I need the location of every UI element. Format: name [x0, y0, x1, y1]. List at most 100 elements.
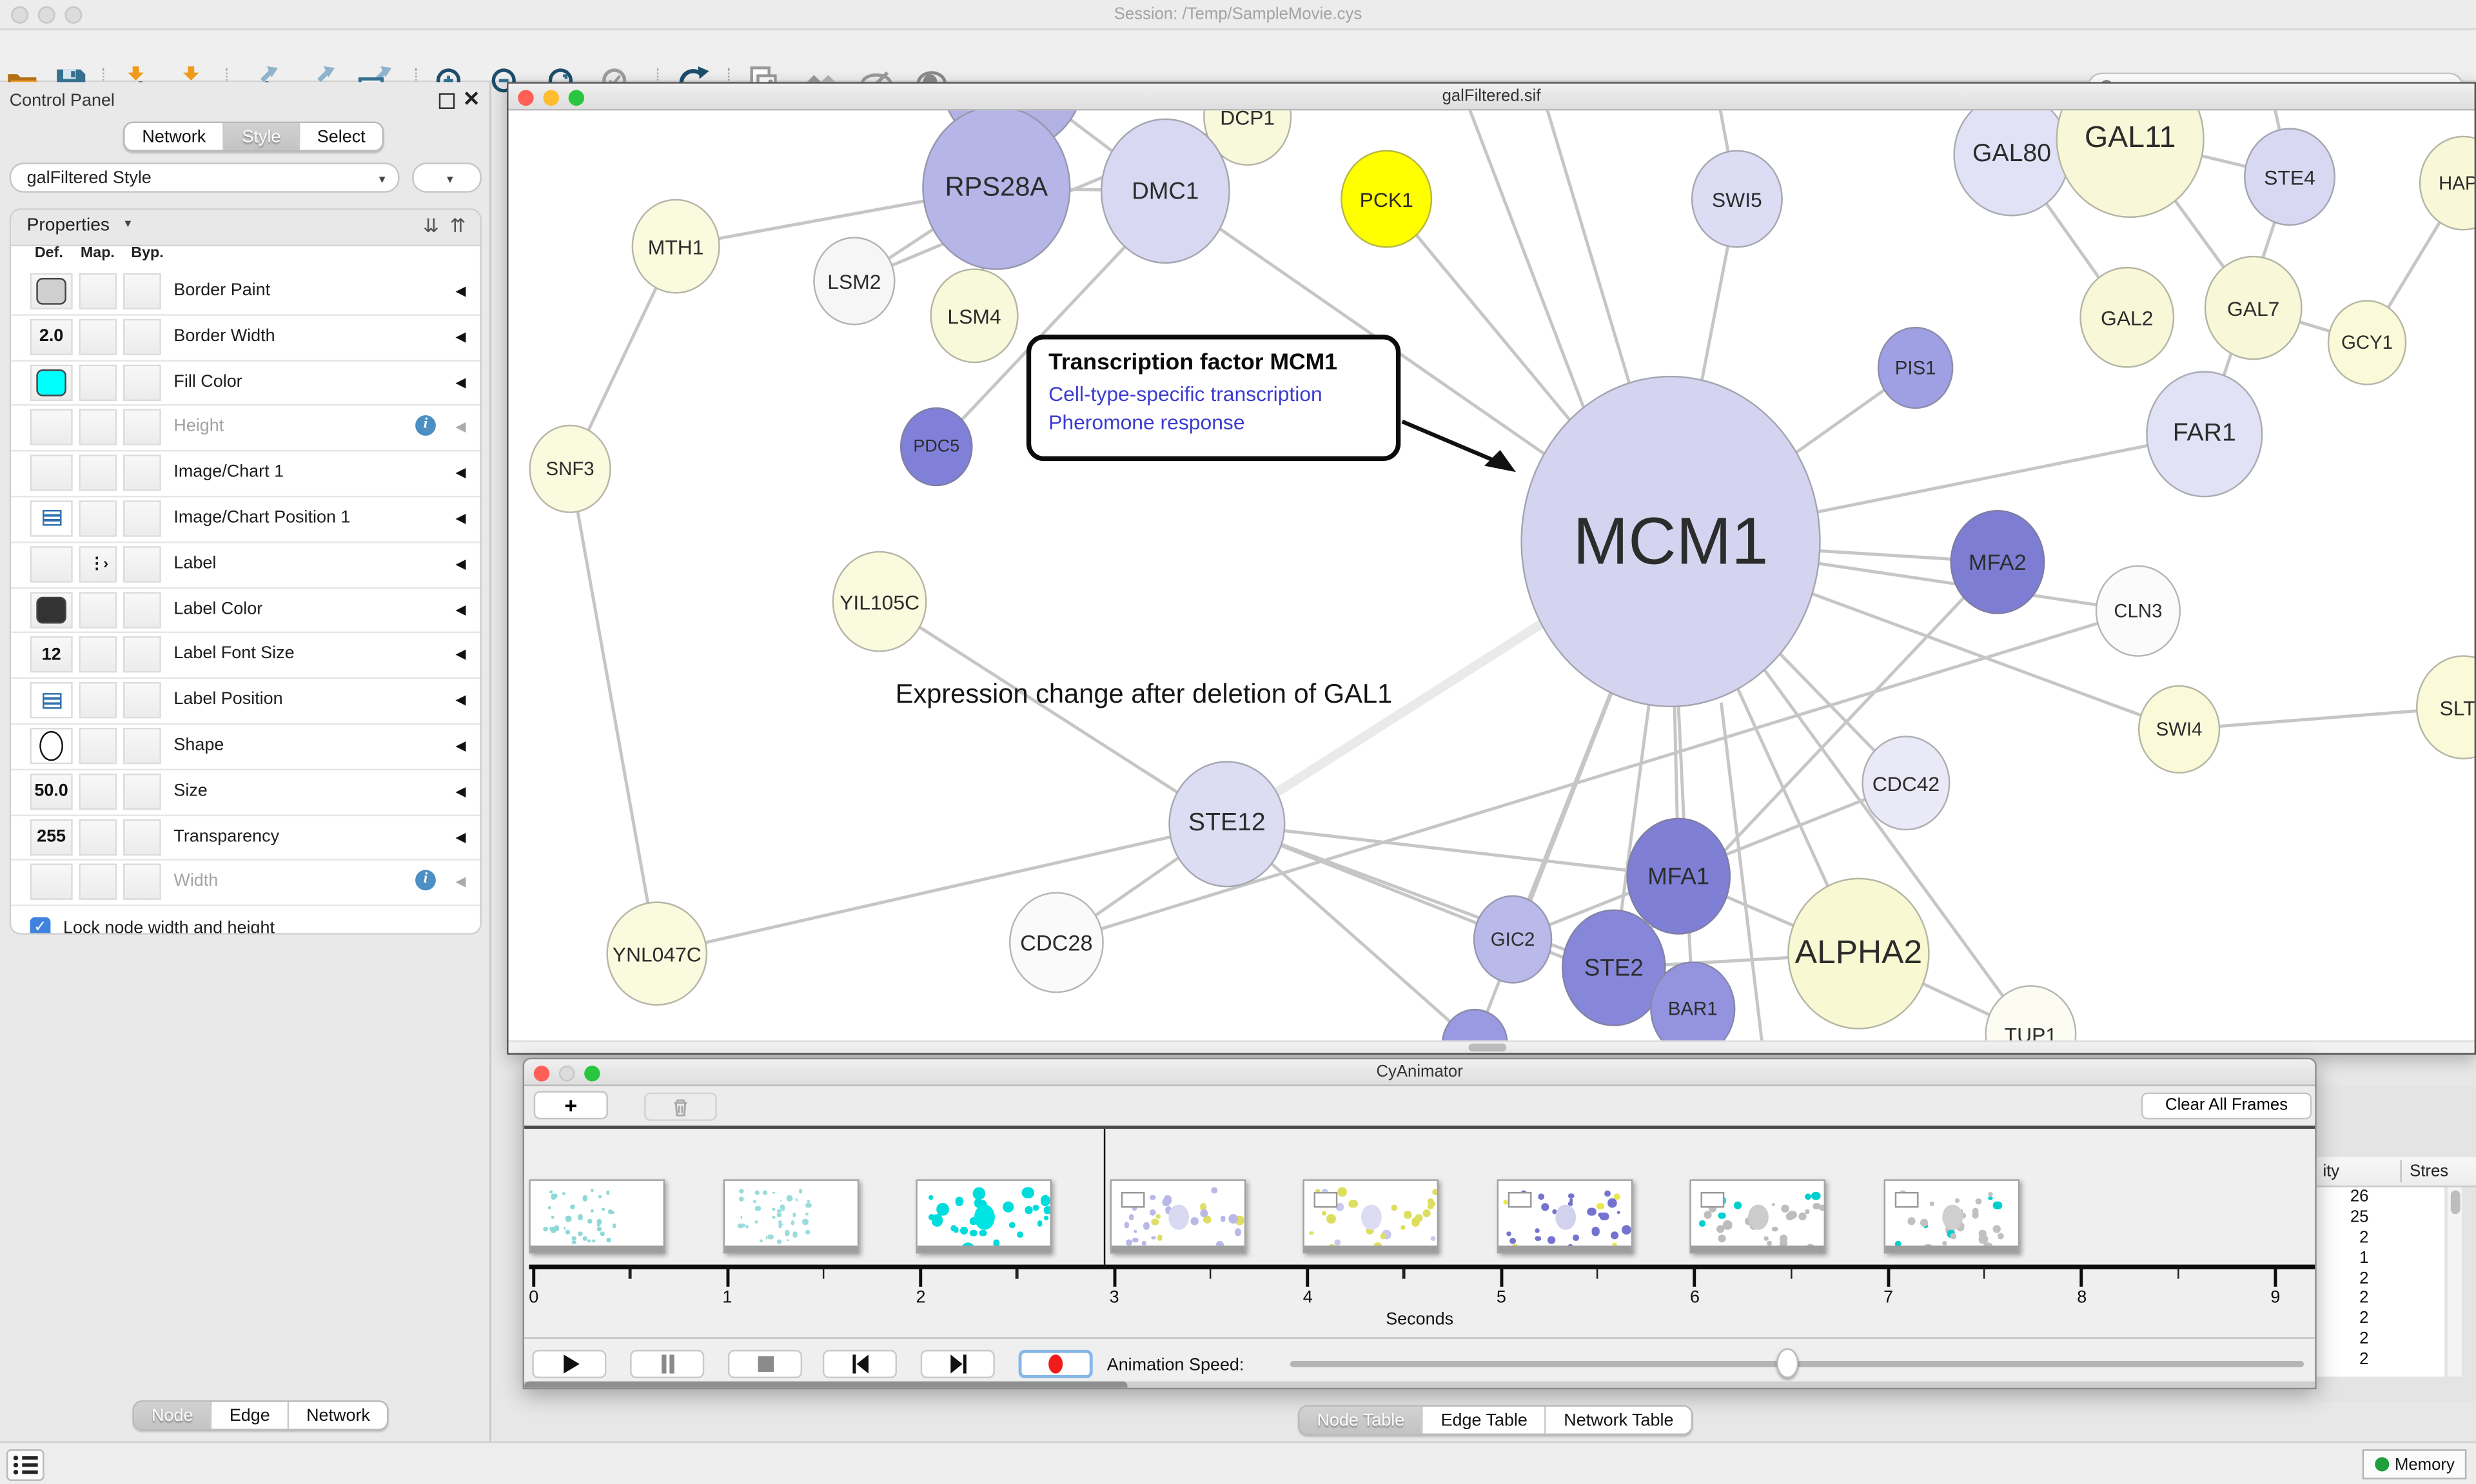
default-value-cell[interactable] — [30, 364, 73, 401]
network-edge[interactable] — [1434, 110, 1600, 446]
network-node[interactable]: GAL7 — [2204, 255, 2303, 360]
tab-node[interactable]: Node — [134, 1401, 212, 1429]
delete-frame-button[interactable] — [644, 1092, 717, 1121]
property-row[interactable]: Image/Chart Position 1 ◀ — [11, 497, 480, 543]
tab-node-table[interactable]: Node Table — [1299, 1407, 1424, 1434]
mapping-value-cell[interactable] — [79, 636, 117, 674]
timeline-frame[interactable] — [1690, 1179, 1826, 1254]
bypass-value-cell[interactable] — [123, 636, 161, 674]
pause-button[interactable] — [630, 1349, 705, 1378]
network-node[interactable]: STE2 — [1562, 909, 1666, 1026]
mapping-value-cell[interactable] — [79, 364, 117, 401]
minimize-window-icon[interactable] — [543, 89, 559, 105]
network-node[interactable]: PIS1 — [1877, 326, 1954, 409]
timeline-frame[interactable] — [1883, 1179, 2019, 1254]
tab-network[interactable]: Network — [124, 123, 225, 150]
table-vscrollbar[interactable] — [2447, 1187, 2462, 1377]
default-value-cell[interactable] — [30, 409, 73, 446]
expand-row-icon[interactable]: ◀ — [455, 783, 466, 799]
default-value-cell[interactable]: 12 — [30, 636, 73, 674]
task-history-button[interactable] — [6, 1449, 44, 1481]
network-canvas[interactable]: DCP1 RPS28A DMC1 PCK1 SWI5 GAL80 GAL11 STE4 HAP4… — [508, 110, 2475, 1053]
network-edge[interactable] — [656, 822, 1228, 955]
property-row[interactable]: 2.0 Border Width ◀ — [11, 315, 480, 361]
network-node[interactable]: GIC2 — [1473, 895, 1553, 984]
skip-to-end-button[interactable] — [920, 1349, 995, 1378]
bypass-value-cell[interactable] — [123, 818, 161, 855]
expand-row-icon[interactable]: ◀ — [455, 646, 466, 663]
table-row[interactable]: 1 — [2317, 1248, 2444, 1269]
network-edge[interactable] — [1056, 609, 2139, 944]
zoom-window-icon[interactable] — [64, 5, 83, 23]
network-node[interactable]: GAL2 — [2079, 266, 2175, 368]
property-row[interactable]: ⋮› Label ◀ — [11, 543, 480, 589]
expand-row-icon[interactable]: ◀ — [455, 828, 466, 845]
network-edge[interactable] — [2179, 705, 2464, 731]
bypass-value-cell[interactable] — [123, 500, 161, 537]
table-cell-value[interactable]: 2 — [2359, 1227, 2369, 1247]
mapping-value-cell[interactable] — [79, 500, 117, 537]
property-row[interactable]: Border Paint ◀ — [11, 270, 480, 316]
cyanimator-timeline[interactable]: 0 1 2 3 4 5 6 7 8 9 Seconds — [524, 1129, 2315, 1338]
network-window-titlebar[interactable]: galFiltered.sif — [508, 83, 2475, 111]
network-node[interactable]: SWI4 — [2137, 685, 2221, 774]
timeline-frame[interactable] — [1497, 1179, 1633, 1254]
mapping-value-cell[interactable] — [79, 409, 117, 446]
table-row[interactable]: 25 — [2317, 1207, 2444, 1228]
expand-row-icon[interactable]: ◀ — [455, 509, 466, 526]
table-row[interactable]: 2 — [2317, 1309, 2444, 1330]
network-edge[interactable] — [878, 600, 1228, 826]
canvas-hscrollbar[interactable] — [508, 1040, 2475, 1053]
network-edge[interactable] — [1719, 702, 1765, 1053]
clear-all-frames-button[interactable]: Clear All Frames — [2141, 1092, 2312, 1119]
timeline-frame[interactable] — [1302, 1179, 1439, 1254]
timeline-frame[interactable] — [916, 1179, 1052, 1254]
network-edge[interactable] — [1524, 110, 1644, 427]
minimize-window-icon[interactable] — [558, 1064, 575, 1081]
column-header[interactable]: ity — [2323, 1162, 2340, 1181]
network-node[interactable]: MFA1 — [1626, 817, 1731, 935]
play-button[interactable] — [532, 1349, 607, 1378]
table-row[interactable]: 2 — [2317, 1350, 2444, 1371]
default-value-cell[interactable] — [30, 727, 73, 765]
network-node[interactable]: YNL047C — [606, 901, 708, 1006]
lock-checkbox[interactable]: ✓ — [30, 917, 51, 933]
network-node[interactable]: YIL105C — [832, 551, 927, 652]
property-row[interactable]: Image/Chart 1 ◀ — [11, 452, 480, 498]
tab-edge-table[interactable]: Edge Table — [1424, 1407, 1547, 1434]
default-value-cell[interactable] — [30, 545, 73, 583]
network-node[interactable]: CDC42 — [1862, 736, 1950, 831]
zoom-window-icon[interactable] — [584, 1064, 600, 1081]
bypass-value-cell[interactable] — [123, 364, 161, 401]
mapping-value-cell[interactable] — [79, 318, 117, 355]
network-node[interactable]: STE4 — [2243, 128, 2336, 226]
expand-row-icon[interactable]: ◀ — [455, 737, 466, 754]
stop-button[interactable] — [727, 1349, 803, 1378]
tab-network-table[interactable]: Network Table — [1564, 1411, 1674, 1430]
scrollbar-thumb[interactable] — [1468, 1043, 1507, 1052]
default-value-cell[interactable] — [30, 864, 73, 901]
float-panel-icon[interactable] — [438, 93, 455, 109]
bypass-value-cell[interactable] — [123, 545, 161, 583]
default-value-cell[interactable]: 50.0 — [30, 773, 73, 810]
style-selector[interactable]: galFiltered Style ▾ — [9, 162, 400, 193]
column-header[interactable]: Stres — [2410, 1162, 2449, 1181]
network-node[interactable]: SNF3 — [529, 424, 611, 513]
network-node[interactable]: LSM4 — [930, 268, 1019, 364]
bypass-value-cell[interactable] — [123, 864, 161, 901]
scrollbar-thumb[interactable] — [524, 1381, 1128, 1388]
default-value-cell[interactable]: 255 — [30, 818, 73, 855]
mapping-value-cell[interactable] — [79, 773, 117, 810]
mapping-value-cell[interactable]: ⋮› — [79, 545, 117, 583]
tab-select[interactable]: Select — [317, 127, 366, 146]
close-panel-icon[interactable]: ✕ — [462, 86, 480, 111]
expand-all-icon[interactable]: ⇊ — [423, 215, 439, 237]
bypass-value-cell[interactable] — [123, 454, 161, 492]
network-node[interactable]: BAR1 — [1650, 961, 1736, 1053]
close-window-icon[interactable] — [533, 1064, 550, 1081]
bypass-value-cell[interactable] — [123, 318, 161, 355]
expand-row-icon[interactable]: ◀ — [455, 464, 466, 480]
bypass-value-cell[interactable] — [123, 591, 161, 628]
table-cell-value[interactable]: 1 — [2359, 1248, 2369, 1267]
tab-edge[interactable]: Edge — [212, 1401, 290, 1429]
